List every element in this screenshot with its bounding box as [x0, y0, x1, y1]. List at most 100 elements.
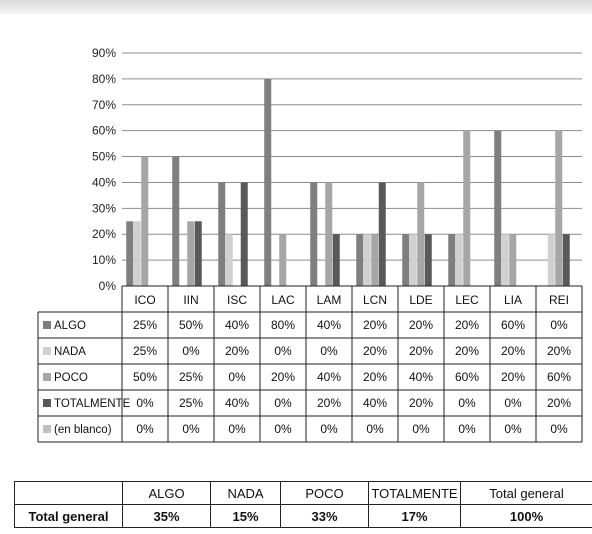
- data-label: 50%: [179, 318, 203, 332]
- summary-header-totalmente: TOTALMENTE: [368, 481, 461, 505]
- data-label: 0%: [550, 318, 568, 332]
- legend-label: POCO: [54, 372, 88, 384]
- bar: [463, 130, 471, 286]
- bar: [409, 234, 417, 286]
- legend-swatch: [43, 425, 51, 433]
- data-label: 20%: [317, 396, 341, 410]
- summary-corner-cell: [14, 481, 123, 505]
- summary-value-poco: 33%: [280, 504, 369, 528]
- data-label: 0%: [274, 344, 292, 358]
- data-label: 0%: [366, 422, 384, 436]
- bar: [141, 156, 149, 286]
- data-label: 25%: [179, 370, 203, 384]
- data-label: 60%: [455, 370, 479, 384]
- data-label: 0%: [136, 396, 154, 410]
- data-label: 0%: [182, 422, 200, 436]
- y-tick-label: 40%: [92, 175, 116, 189]
- bar: [356, 234, 364, 286]
- bar: [501, 234, 509, 286]
- data-label: 40%: [225, 396, 249, 410]
- bar: [363, 234, 371, 286]
- bar: [218, 182, 226, 286]
- y-tick-label: 30%: [92, 201, 116, 215]
- bar: [194, 221, 202, 286]
- summary-header-row: ALGO NADA POCO TOTALMENTE Total general: [14, 481, 592, 505]
- bar: [562, 234, 570, 286]
- data-label: 0%: [228, 422, 246, 436]
- data-label: 20%: [363, 318, 387, 332]
- data-label: 20%: [547, 396, 571, 410]
- bar: [187, 221, 195, 286]
- bar: [126, 221, 134, 286]
- category-label: LIA: [504, 293, 522, 307]
- y-tick-label: 60%: [92, 124, 116, 138]
- data-label: 80%: [271, 318, 295, 332]
- data-label: 20%: [409, 318, 433, 332]
- data-label: 20%: [547, 344, 571, 358]
- bar: [494, 130, 502, 286]
- data-label: 0%: [228, 370, 246, 384]
- category-label: LAC: [271, 293, 295, 307]
- data-label: 0%: [504, 396, 522, 410]
- data-label: 40%: [409, 370, 433, 384]
- legend-swatch: [43, 347, 51, 355]
- data-label: 20%: [225, 344, 249, 358]
- category-label: LCN: [363, 293, 387, 307]
- summary-value-nada: 15%: [210, 504, 281, 528]
- bar: [172, 156, 180, 286]
- category-label: ISC: [227, 293, 247, 307]
- data-label: 0%: [550, 422, 568, 436]
- data-label: 0%: [274, 396, 292, 410]
- bar: [371, 234, 379, 286]
- summary-header-algo: ALGO: [122, 481, 211, 505]
- bar: [378, 182, 386, 286]
- y-tick-label: 50%: [92, 150, 116, 164]
- summary-header-total-general: Total general: [460, 481, 592, 505]
- bar: [240, 182, 248, 286]
- bar: [133, 221, 141, 286]
- bar: [424, 234, 432, 286]
- data-label: 0%: [182, 344, 200, 358]
- summary-row-label: Total general: [14, 504, 123, 528]
- data-label: 20%: [501, 370, 525, 384]
- summary-value-algo: 35%: [122, 504, 211, 528]
- data-label: 25%: [133, 344, 157, 358]
- bar: [279, 234, 287, 286]
- category-label: ICO: [134, 293, 155, 307]
- data-label: 50%: [133, 370, 157, 384]
- y-tick-label: 70%: [92, 98, 116, 112]
- category-label: REI: [549, 293, 569, 307]
- bar: [509, 234, 517, 286]
- data-label: 0%: [458, 396, 476, 410]
- legend-label: (en blanco): [54, 424, 112, 436]
- y-tick-label: 90%: [92, 46, 116, 60]
- top-border: [0, 0, 592, 14]
- data-label: 25%: [179, 396, 203, 410]
- summary-table: ALGO NADA POCO TOTALMENTE Total general …: [14, 481, 592, 528]
- data-label: 20%: [409, 396, 433, 410]
- y-tick-label: 20%: [92, 227, 116, 241]
- data-label: 20%: [501, 344, 525, 358]
- bar: [547, 234, 555, 286]
- bar: [225, 234, 233, 286]
- data-label: 0%: [320, 344, 338, 358]
- category-label: LEC: [455, 293, 479, 307]
- data-label: 40%: [317, 370, 341, 384]
- data-label: 0%: [320, 422, 338, 436]
- legend-swatch: [43, 373, 51, 381]
- summary-header-poco: POCO: [280, 481, 369, 505]
- data-label: 20%: [363, 344, 387, 358]
- data-label: 60%: [547, 370, 571, 384]
- summary-header-nada: NADA: [210, 481, 281, 505]
- category-label: IIN: [183, 293, 198, 307]
- data-label: 25%: [133, 318, 157, 332]
- data-label: 20%: [409, 344, 433, 358]
- data-label: 40%: [225, 318, 249, 332]
- y-tick-label: 0%: [99, 279, 117, 293]
- data-label: 0%: [458, 422, 476, 436]
- bar: [402, 234, 410, 286]
- bar: [325, 182, 333, 286]
- data-label: 60%: [501, 318, 525, 332]
- data-label: 20%: [455, 318, 479, 332]
- summary-total-row: Total general 35% 15% 33% 17% 100%: [14, 504, 592, 528]
